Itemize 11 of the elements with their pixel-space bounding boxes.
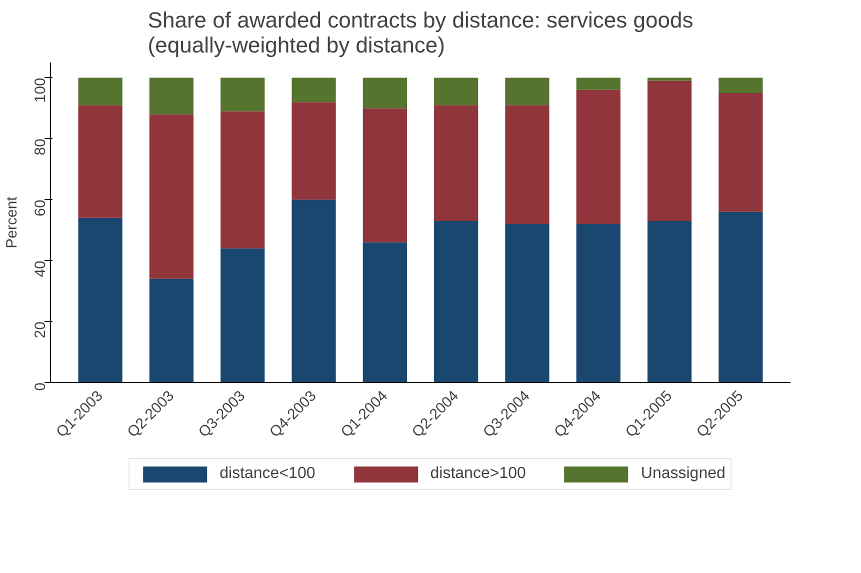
- y-tick-label: 0: [32, 382, 49, 391]
- legend-label: Unassigned: [640, 465, 726, 483]
- y-tick-label: 20: [32, 322, 49, 338]
- y-tick-label: 60: [32, 200, 49, 216]
- chart-title: Share of awarded contracts by distance: services goods (equally-weighted by distance): [148, 8, 694, 58]
- y-tick-label: 80: [32, 138, 49, 156]
- y-tick-label: 40: [32, 260, 49, 278]
- y-tick-label: 100: [32, 78, 49, 103]
- y-axis-title: Percent: [4, 196, 20, 248]
- legend-label: distance<100: [220, 465, 316, 483]
- legend-label: distance>100: [430, 465, 526, 483]
